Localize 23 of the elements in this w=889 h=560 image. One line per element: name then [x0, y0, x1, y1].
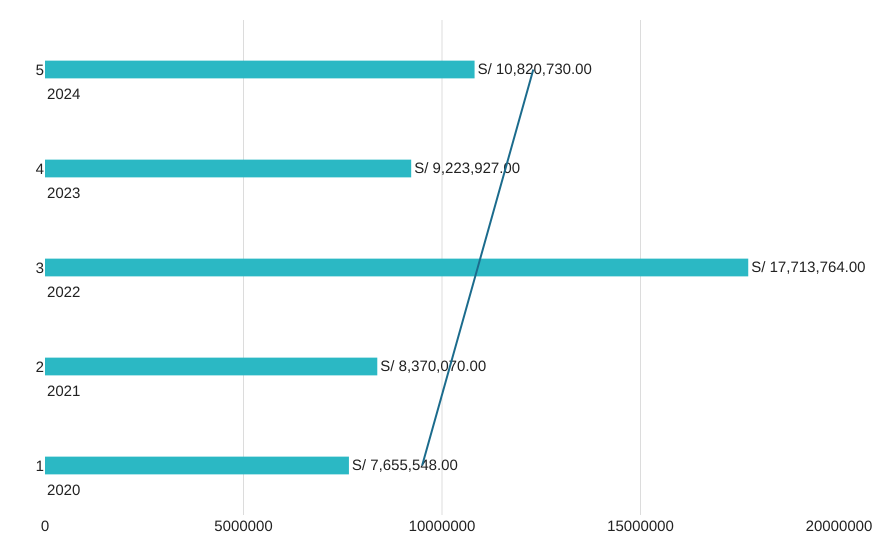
- y-tick-label: 1: [36, 458, 44, 475]
- x-tick-label: 15000000: [607, 518, 674, 535]
- x-tick-label: 5000000: [214, 518, 273, 535]
- bar: [45, 60, 475, 78]
- x-tick-label: 10000000: [408, 518, 476, 535]
- data-label: S/ 10,820,730.00: [478, 61, 592, 78]
- x-tick-label: 20000000: [806, 518, 872, 535]
- y-tick-label: 3: [36, 260, 44, 277]
- annotation: 2020: [47, 482, 80, 499]
- x-tick-label: 0: [40, 518, 50, 535]
- y-tick-label: 2: [36, 358, 44, 376]
- data-label: S/ 17,713,764.00: [751, 259, 866, 276]
- bar: [45, 258, 748, 276]
- bar: [45, 456, 349, 474]
- annotation: 2023: [47, 185, 80, 202]
- annotation: 2024: [47, 86, 80, 103]
- annotation: 2021: [47, 383, 80, 400]
- data-label: S/ 7,655,548.00: [352, 457, 458, 474]
- bar: [45, 160, 412, 178]
- bar: [45, 358, 378, 376]
- y-tick-label: 4: [36, 160, 44, 178]
- annotation: 2022: [47, 284, 80, 301]
- y-tick-label: 5: [36, 62, 44, 79]
